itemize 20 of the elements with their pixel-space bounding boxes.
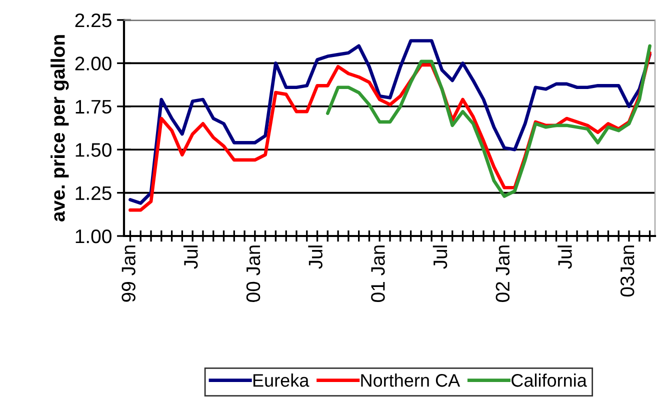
y-tick-label: 2.00 — [75, 56, 112, 70]
x-tick-label: Jul — [308, 246, 322, 269]
y-tick-label: 1.50 — [76, 143, 112, 157]
y-axis-title: ave. price per gallon — [50, 35, 69, 222]
x-tick-label: Jul — [184, 246, 198, 269]
x-tick-label: 01 Jan — [371, 246, 385, 302]
y-tick-label: 2.25 — [75, 13, 112, 28]
legend-label: Eureka — [253, 374, 310, 387]
y-tick-label: 1.75 — [76, 100, 112, 114]
x-tick-label: Jul — [432, 246, 448, 269]
legend-label: California — [512, 374, 587, 387]
x-tick-label: 02 Jan — [496, 246, 510, 302]
line-series — [326, 44, 652, 198]
x-tick-label: 03Jan — [620, 246, 634, 297]
x-tick-label: 00 Jan — [246, 246, 260, 302]
x-tick-label: 99 Jan — [122, 246, 136, 302]
y-tick-label: 1.25 — [76, 186, 112, 200]
x-tick-label: Jul — [558, 246, 572, 269]
legend-label: Northern CA — [361, 374, 460, 387]
y-tick-label: 1.00 — [76, 229, 112, 244]
